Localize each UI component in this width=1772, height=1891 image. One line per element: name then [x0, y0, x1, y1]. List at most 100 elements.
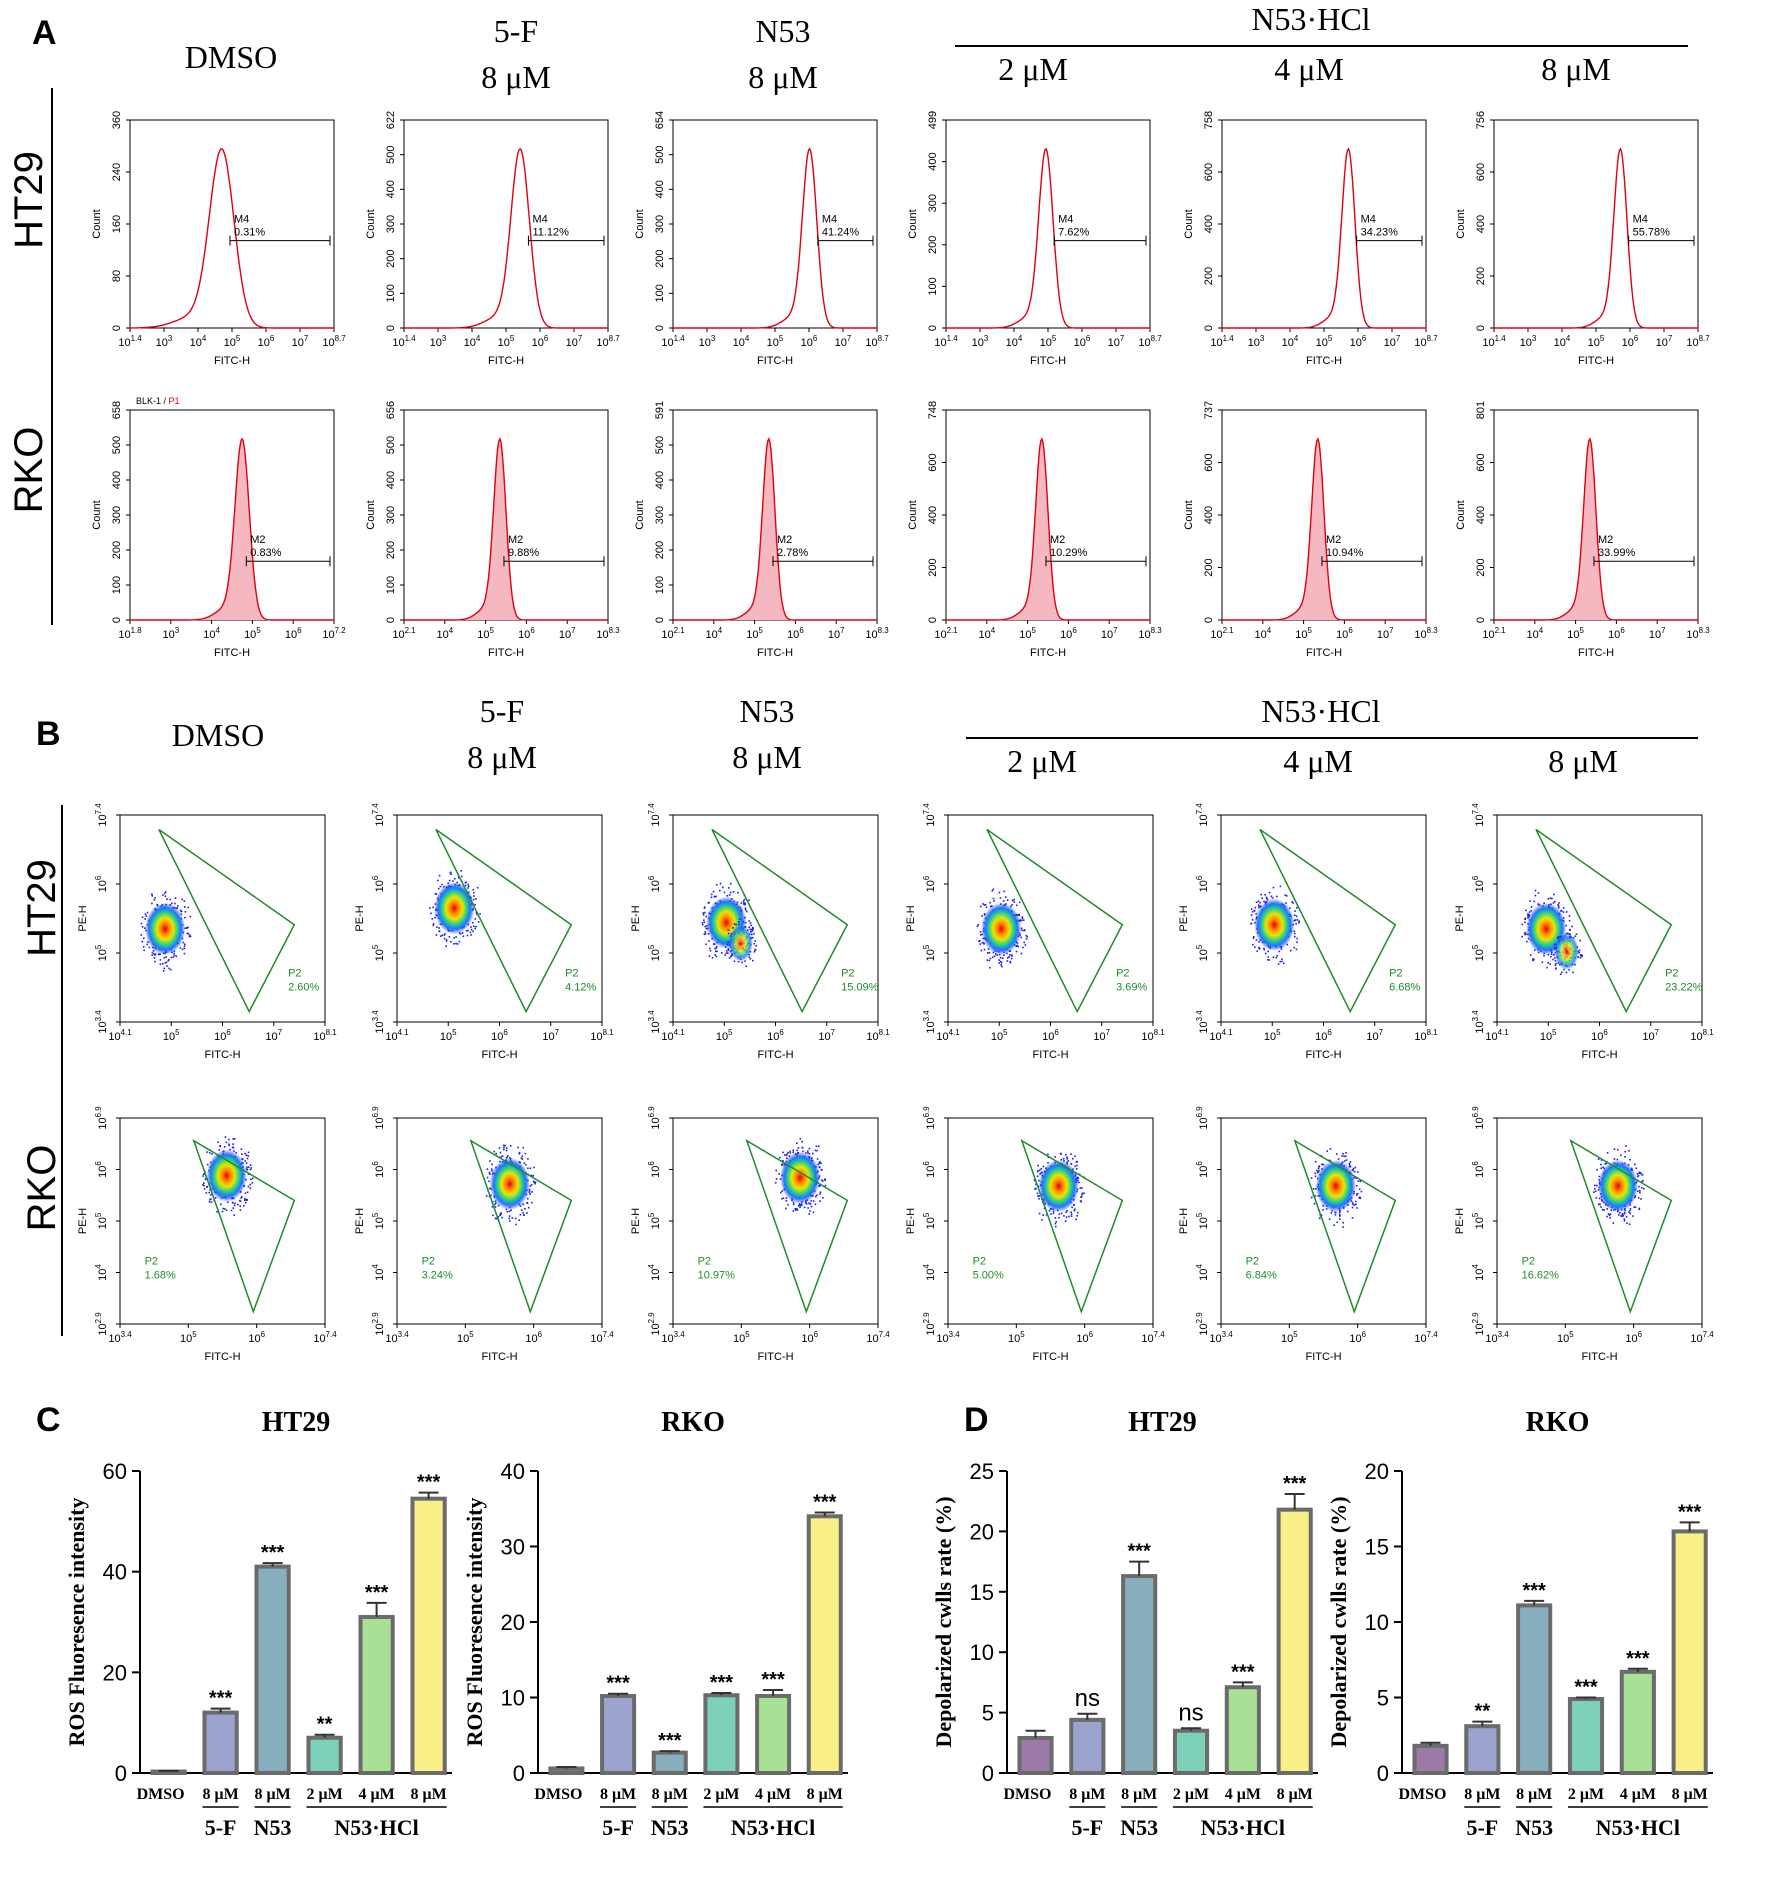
scatter-dot — [1637, 1190, 1639, 1193]
x-tick-label: 105 — [1540, 1028, 1557, 1043]
scatter-dot — [208, 1191, 210, 1194]
category-label: 8 μM — [203, 1786, 239, 1803]
y-tick-label: 200 — [1475, 267, 1487, 285]
scatter-dot — [1020, 927, 1023, 930]
scatter-dot — [1524, 918, 1526, 920]
scatter-dot — [245, 1168, 248, 1170]
scatter-dot — [733, 960, 736, 963]
gate-percent: 9.88% — [508, 547, 539, 559]
scatter-dot — [1052, 1210, 1055, 1213]
scatter-dot — [989, 957, 992, 960]
scatter-dot — [533, 1181, 535, 1184]
scatter-dot — [819, 1191, 822, 1193]
scatter-dot — [1055, 1221, 1057, 1223]
scatter-dot — [494, 1217, 497, 1220]
scatter-dot — [795, 1208, 798, 1210]
scatter-dot — [250, 1167, 252, 1169]
scatter-dot — [1607, 1213, 1610, 1215]
x-tick-label: 104 — [1282, 334, 1299, 349]
scatter-dot — [802, 1150, 804, 1153]
scatter-dot — [491, 1206, 494, 1208]
scatter-dot — [780, 1191, 782, 1194]
scatter-dot — [814, 1203, 817, 1206]
scatter-dot — [189, 915, 192, 918]
gate-percent: 1.68% — [145, 1269, 176, 1281]
scatter-dot — [460, 875, 463, 878]
scatter-dot — [528, 1191, 531, 1193]
scatter-dot — [1339, 1211, 1341, 1213]
scatter-dot — [447, 882, 449, 884]
scatter-dot — [794, 1208, 796, 1210]
x-tick-label: 105 — [244, 626, 261, 641]
y-tick-label: 15 — [970, 1580, 994, 1605]
gate-percent: 5.00% — [973, 1269, 1004, 1281]
scatter-dot — [1530, 906, 1533, 908]
y-tick-label: 105 — [371, 1212, 386, 1229]
scatter-dot — [1632, 1215, 1634, 1217]
scatter-dot — [815, 1195, 817, 1198]
scatter-dot — [978, 940, 980, 943]
x-tick-label: 103 — [156, 334, 173, 349]
x-axis-label: FITC-H — [204, 1049, 240, 1061]
gate-percent: 23.22% — [1665, 981, 1703, 993]
scatter-dot — [990, 905, 992, 908]
scatter-dot — [703, 933, 706, 936]
scatter-dot — [799, 1138, 802, 1140]
scatter-dot — [466, 934, 469, 937]
y-tick-label: 100 — [385, 284, 397, 302]
category-label: 2 μM — [1568, 1786, 1604, 1803]
category-label: DMSO — [534, 1786, 582, 1803]
scatter-dot — [727, 949, 730, 951]
y-tick-label: 400 — [927, 506, 939, 524]
y-tick-label: 500 — [111, 436, 123, 454]
y-tick-label: 106 — [94, 875, 109, 892]
y-axis-label: Count — [907, 209, 919, 238]
scatter-dot — [1597, 1203, 1600, 1206]
scatter-dot — [169, 898, 172, 901]
scatter-dot — [434, 916, 436, 919]
scatter-dot — [245, 1201, 247, 1204]
scatter-dot — [238, 1199, 241, 1202]
scatter-dot — [704, 931, 706, 933]
scatter-dot — [217, 1141, 219, 1143]
scatter-dot — [810, 1200, 812, 1202]
x-tick-label: 105 — [746, 626, 763, 641]
scatter-dot — [714, 948, 717, 950]
scatter-dot — [1527, 913, 1529, 915]
scatter-dot — [714, 954, 717, 956]
scatter-dot — [1064, 1220, 1067, 1222]
header-hcl-dose-3: 8 μM — [1541, 51, 1611, 87]
scatter-dot — [726, 895, 729, 897]
scatter-dot — [735, 923, 737, 926]
density-cluster — [489, 1157, 530, 1210]
scatter-dot — [154, 954, 156, 956]
y-tick-label: 106 — [1471, 875, 1486, 892]
scatter-dot — [1279, 885, 1282, 888]
scatter-dot — [527, 1206, 530, 1209]
x-tick-label: 101.8 — [118, 626, 142, 641]
scatter-dot — [1079, 1187, 1082, 1189]
x-axis-label: FITC-H — [481, 1351, 517, 1363]
scatter-dot — [501, 1155, 504, 1157]
scatter-dot — [203, 1188, 206, 1190]
scatter-dot — [183, 952, 186, 955]
scatter-dot — [719, 882, 722, 885]
histogram-frame — [672, 119, 878, 329]
scatter-dot — [1037, 1170, 1039, 1172]
scatter-dot — [1339, 1214, 1341, 1216]
category-label: 4 μM — [755, 1786, 791, 1803]
scatter-dot — [1268, 959, 1270, 961]
scatter-dot — [977, 924, 980, 926]
panel-letter-c: C — [36, 1401, 61, 1439]
scatter-dot — [529, 1185, 532, 1187]
y-tick-label: 0 — [1203, 325, 1215, 331]
x-tick-label: 106 — [1349, 1330, 1366, 1345]
y-tick-label: 106.9 — [1471, 1106, 1486, 1130]
scatter-dot — [1623, 1218, 1626, 1220]
scatter-dot — [203, 1182, 205, 1184]
scatter-dot — [437, 887, 440, 890]
scatter-dot — [1038, 1198, 1040, 1200]
x-tick-label: 105 — [457, 1330, 474, 1345]
scatter-dot — [1353, 1204, 1356, 1206]
scatter-dot — [144, 918, 146, 920]
